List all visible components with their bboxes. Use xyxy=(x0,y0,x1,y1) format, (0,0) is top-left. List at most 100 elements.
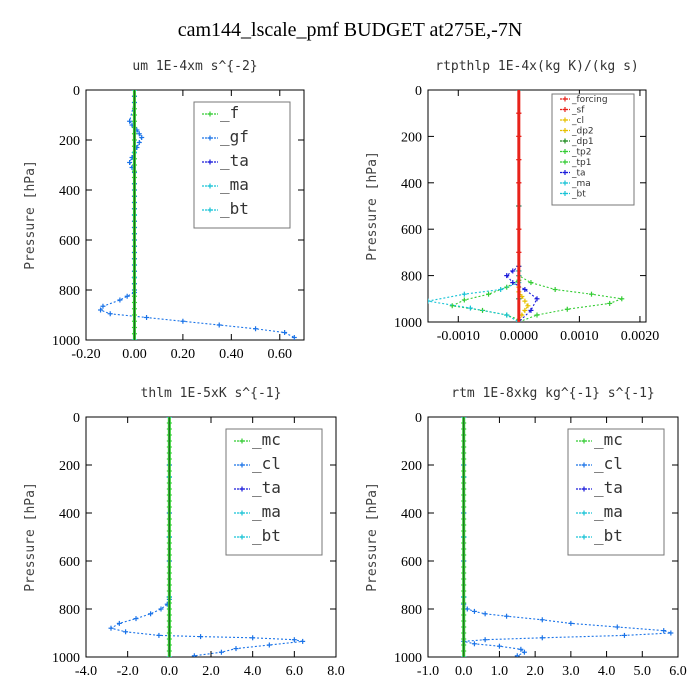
x-tick-label: 8.0 xyxy=(327,664,345,679)
legend-label: _bt xyxy=(594,526,623,545)
legend-label: _cl xyxy=(571,116,584,126)
chart-panel-1: um 1E-4xm s^{-2} Pressure [hPa] -0.20 0.00 0… xyxy=(23,59,305,362)
y-tick-label: 400 xyxy=(59,184,80,199)
y-tick-label: 200 xyxy=(401,459,422,474)
y-tick-label: 400 xyxy=(401,177,422,192)
y-tick-label: 600 xyxy=(401,555,422,570)
legend-box xyxy=(551,93,635,206)
legend-box xyxy=(225,428,323,556)
x-tick-label: -4.0 xyxy=(75,664,97,679)
y-tick-label: 800 xyxy=(59,603,80,618)
y-tick-label: 800 xyxy=(59,284,80,299)
y-tick-label: 0 xyxy=(415,84,422,99)
legend-label: _bt xyxy=(252,526,281,545)
x-tick-label: 5.0 xyxy=(634,664,652,679)
legend-label: _ta xyxy=(594,478,623,497)
y-tick-label: 1000 xyxy=(52,334,80,349)
chart-panel-2: rtpthlp 1E-4x(kg K)/(kg s) Pressure [hPa]… xyxy=(365,59,659,344)
x-tick-label: -2.0 xyxy=(117,664,139,679)
y-tick-label: 1000 xyxy=(394,316,422,331)
x-tick-label: 0.0020 xyxy=(621,329,660,344)
x-tick-label: 0.0 xyxy=(455,664,473,679)
y-axis-label: Pressure [hPa] xyxy=(365,482,380,592)
y-tick-label: 600 xyxy=(401,223,422,238)
series-line_ta xyxy=(505,90,538,322)
legend-label: _tp1 xyxy=(571,158,591,168)
plot-area xyxy=(108,417,306,657)
legend-label: _ma xyxy=(220,175,249,194)
x-tick-label: -1.0 xyxy=(417,664,439,679)
chart-panels: um 1E-4xm s^{-2}Pressure [hPa]-0.20 0.00 0… xyxy=(23,59,687,679)
legend-label: _ma xyxy=(594,502,623,521)
x-tick-label: -0.0010 xyxy=(437,329,480,344)
y-tick-label: 800 xyxy=(401,270,422,285)
legend-label: _ma xyxy=(571,179,591,189)
panel-title: rtm 1E-8xkg kg^{-1} s^{-1} xyxy=(451,386,655,401)
legend-label: _cl xyxy=(252,454,281,473)
y-tick-label: 0 xyxy=(415,411,422,426)
x-tick-label: 0.0 xyxy=(161,664,179,679)
y-axis-label: Pressure [hPa] xyxy=(23,482,38,592)
x-tick-label: 0.00 xyxy=(122,347,147,362)
x-tick-label: -0.20 xyxy=(71,347,100,362)
x-tick-label: 4.0 xyxy=(244,664,262,679)
panel-title: um 1E-4xm s^{-2} xyxy=(132,59,257,74)
plot-frame xyxy=(85,89,305,341)
y-tick-label: 600 xyxy=(59,234,80,249)
x-tick-label: 2.0 xyxy=(202,664,220,679)
y-tick-label: 1000 xyxy=(394,651,422,666)
x-tick-label: 1.0 xyxy=(491,664,509,679)
legend-label: _mc xyxy=(252,430,281,449)
panel-title: rtpthlp 1E-4x(kg K)/(kg s) xyxy=(435,59,639,74)
legend-label: _f xyxy=(220,103,239,122)
plot-frame xyxy=(427,89,647,323)
x-tick-label: 6.0 xyxy=(286,664,304,679)
panel-title: thlm 1E-5xK s^{-1} xyxy=(141,386,282,401)
x-tick-label: 0.60 xyxy=(268,347,293,362)
legend-label: _ta xyxy=(571,169,586,179)
x-tick-label: 3.0 xyxy=(562,664,580,679)
y-tick-label: 400 xyxy=(59,507,80,522)
y-tick-label: 1000 xyxy=(52,651,80,666)
y-tick-label: 200 xyxy=(59,134,80,149)
legend-label: _dp1 xyxy=(571,137,594,147)
legend-label: _sf xyxy=(571,106,585,116)
y-tick-label: 800 xyxy=(401,603,422,618)
y-tick-label: 0 xyxy=(73,84,80,99)
legend-label: _ta xyxy=(220,151,249,170)
legend-label: _bt xyxy=(571,190,586,200)
chart-panel-4: rtm 1E-8xkg kg^{-1} s^{-1} Pressure [hPa]… xyxy=(365,386,687,679)
x-tick-label: 0.0010 xyxy=(560,329,599,344)
x-tick-label: 0.20 xyxy=(171,347,196,362)
x-tick-label: 0.0000 xyxy=(500,329,539,344)
y-tick-label: 200 xyxy=(59,459,80,474)
legend-label: _cl xyxy=(594,454,623,473)
plot-area xyxy=(428,90,625,322)
y-axis-label: Pressure [hPa] xyxy=(23,160,38,270)
legend-label: _forcing xyxy=(571,95,608,105)
legend-label: _ma xyxy=(252,502,281,521)
plot-area xyxy=(461,417,674,657)
legend-label: _ta xyxy=(252,478,281,497)
chart-panel-3: thlm 1E-5xK s^{-1} Pressure [hPa] -4.0 -2.0… xyxy=(23,386,345,679)
legend-label: _tp2 xyxy=(571,148,591,158)
legend-label: _bt xyxy=(220,199,249,218)
y-tick-label: 0 xyxy=(73,411,80,426)
x-tick-label: 2.0 xyxy=(526,664,544,679)
y-tick-label: 200 xyxy=(401,130,422,145)
series-line_gf xyxy=(99,90,295,338)
x-tick-label: 4.0 xyxy=(598,664,616,679)
legend-label: _gf xyxy=(220,127,249,146)
y-axis-label: Pressure [hPa] xyxy=(365,151,380,261)
legend-label: _dp2 xyxy=(571,127,594,137)
plot-frame xyxy=(427,416,679,658)
legend-label: _mc xyxy=(594,430,623,449)
x-tick-label: 6.0 xyxy=(669,664,687,679)
y-tick-label: 600 xyxy=(59,555,80,570)
figure-title: cam144_lscale_pmf BUDGET at275E,-7N xyxy=(178,19,523,41)
plot-area xyxy=(98,90,297,340)
x-tick-label: 0.40 xyxy=(219,347,244,362)
y-tick-label: 400 xyxy=(401,507,422,522)
legend-box xyxy=(567,428,665,556)
